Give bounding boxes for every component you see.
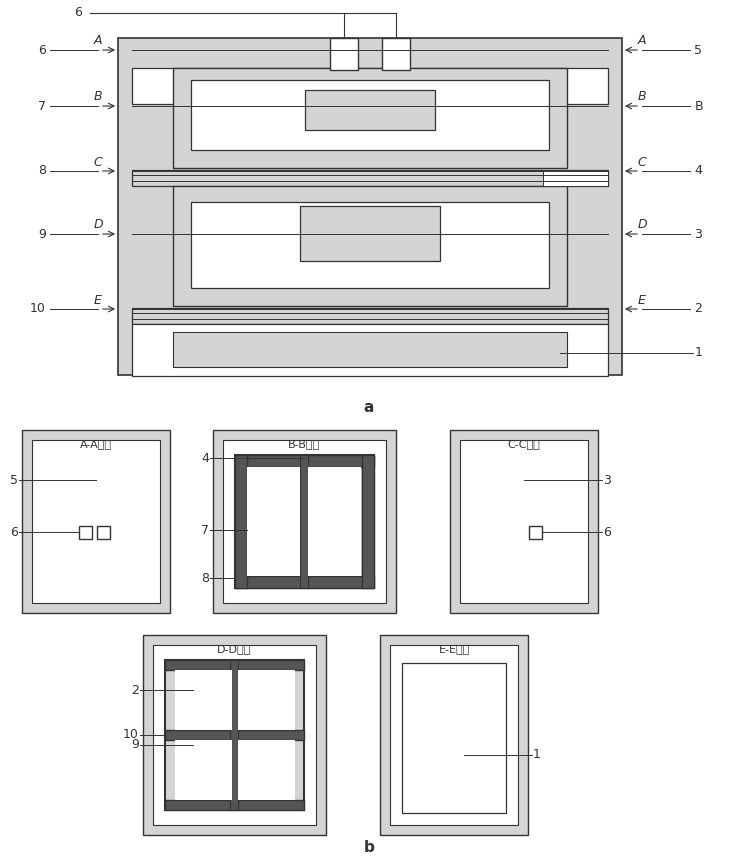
Text: 7: 7	[38, 100, 46, 113]
Bar	[165, 660, 304, 670]
Text: 10: 10	[123, 728, 139, 741]
Text: 1: 1	[695, 346, 703, 360]
Text: 4: 4	[694, 165, 702, 178]
Text: 8: 8	[201, 571, 209, 584]
Text: 6: 6	[74, 7, 82, 20]
Bar	[165, 660, 304, 810]
Bar	[173, 68, 567, 168]
Text: 3: 3	[603, 473, 611, 486]
Bar	[132, 68, 608, 104]
Bar	[175, 670, 232, 730]
Bar	[118, 38, 622, 375]
Text: E: E	[638, 294, 646, 307]
Bar	[450, 430, 598, 613]
Bar	[143, 635, 326, 835]
Text: E: E	[94, 294, 102, 307]
Text: A: A	[94, 34, 103, 47]
Text: 8: 8	[38, 165, 46, 178]
Bar	[390, 645, 518, 825]
Bar	[382, 38, 410, 70]
Text: a: a	[364, 400, 374, 416]
Bar	[191, 80, 549, 150]
Bar	[97, 526, 110, 539]
Text: 3: 3	[694, 228, 702, 241]
Text: B-B剖面: B-B剖面	[288, 439, 320, 449]
Bar	[165, 800, 304, 810]
Bar	[529, 526, 542, 539]
Bar	[32, 440, 160, 603]
Bar	[235, 455, 247, 588]
Bar	[213, 430, 396, 613]
Text: b: b	[364, 840, 374, 856]
Bar	[175, 740, 232, 800]
Bar	[238, 670, 295, 730]
Text: B: B	[695, 100, 703, 113]
Text: 9: 9	[131, 739, 139, 752]
Text: 5: 5	[694, 44, 702, 57]
Text: C: C	[94, 155, 103, 168]
Text: 2: 2	[694, 302, 702, 315]
Bar	[402, 663, 506, 813]
Text: D-D剖面: D-D剖面	[217, 644, 251, 654]
Bar	[153, 645, 316, 825]
Bar	[132, 324, 608, 376]
Bar	[191, 202, 549, 288]
Text: B: B	[638, 90, 646, 103]
Text: 6: 6	[10, 526, 18, 539]
Text: 7: 7	[201, 523, 209, 537]
Bar	[235, 455, 374, 588]
Bar	[238, 740, 295, 800]
Bar	[362, 455, 374, 588]
Text: B: B	[94, 90, 103, 103]
Bar	[300, 455, 308, 588]
Bar	[460, 440, 588, 603]
Bar	[223, 440, 386, 603]
Text: 9: 9	[38, 228, 46, 241]
Bar	[79, 526, 92, 539]
Bar	[330, 38, 358, 70]
Text: 5: 5	[10, 473, 18, 486]
Text: 4: 4	[201, 452, 209, 465]
Bar	[380, 635, 528, 835]
Bar	[300, 206, 440, 261]
Text: 6: 6	[603, 526, 611, 539]
Bar	[305, 90, 435, 130]
Text: A: A	[638, 34, 646, 47]
Bar	[235, 576, 374, 588]
Bar	[132, 308, 608, 324]
Bar	[247, 467, 300, 576]
Bar	[22, 430, 170, 613]
Text: 10: 10	[30, 302, 46, 315]
Text: C-C剖面: C-C剖面	[508, 439, 540, 449]
Text: 2: 2	[131, 684, 139, 697]
Text: 6: 6	[38, 44, 46, 57]
Text: C: C	[638, 155, 646, 168]
Bar	[543, 170, 608, 186]
Bar	[173, 332, 567, 367]
Text: D: D	[93, 218, 103, 231]
Text: 1: 1	[533, 748, 541, 761]
Text: A-A剖面: A-A剖面	[80, 439, 112, 449]
Bar	[230, 660, 238, 810]
Bar	[165, 730, 304, 740]
Text: D: D	[637, 218, 646, 231]
Text: E-E剖面: E-E剖面	[438, 644, 469, 654]
Bar	[308, 467, 361, 576]
Bar	[173, 186, 567, 306]
Bar	[132, 170, 608, 186]
Bar	[235, 455, 374, 467]
